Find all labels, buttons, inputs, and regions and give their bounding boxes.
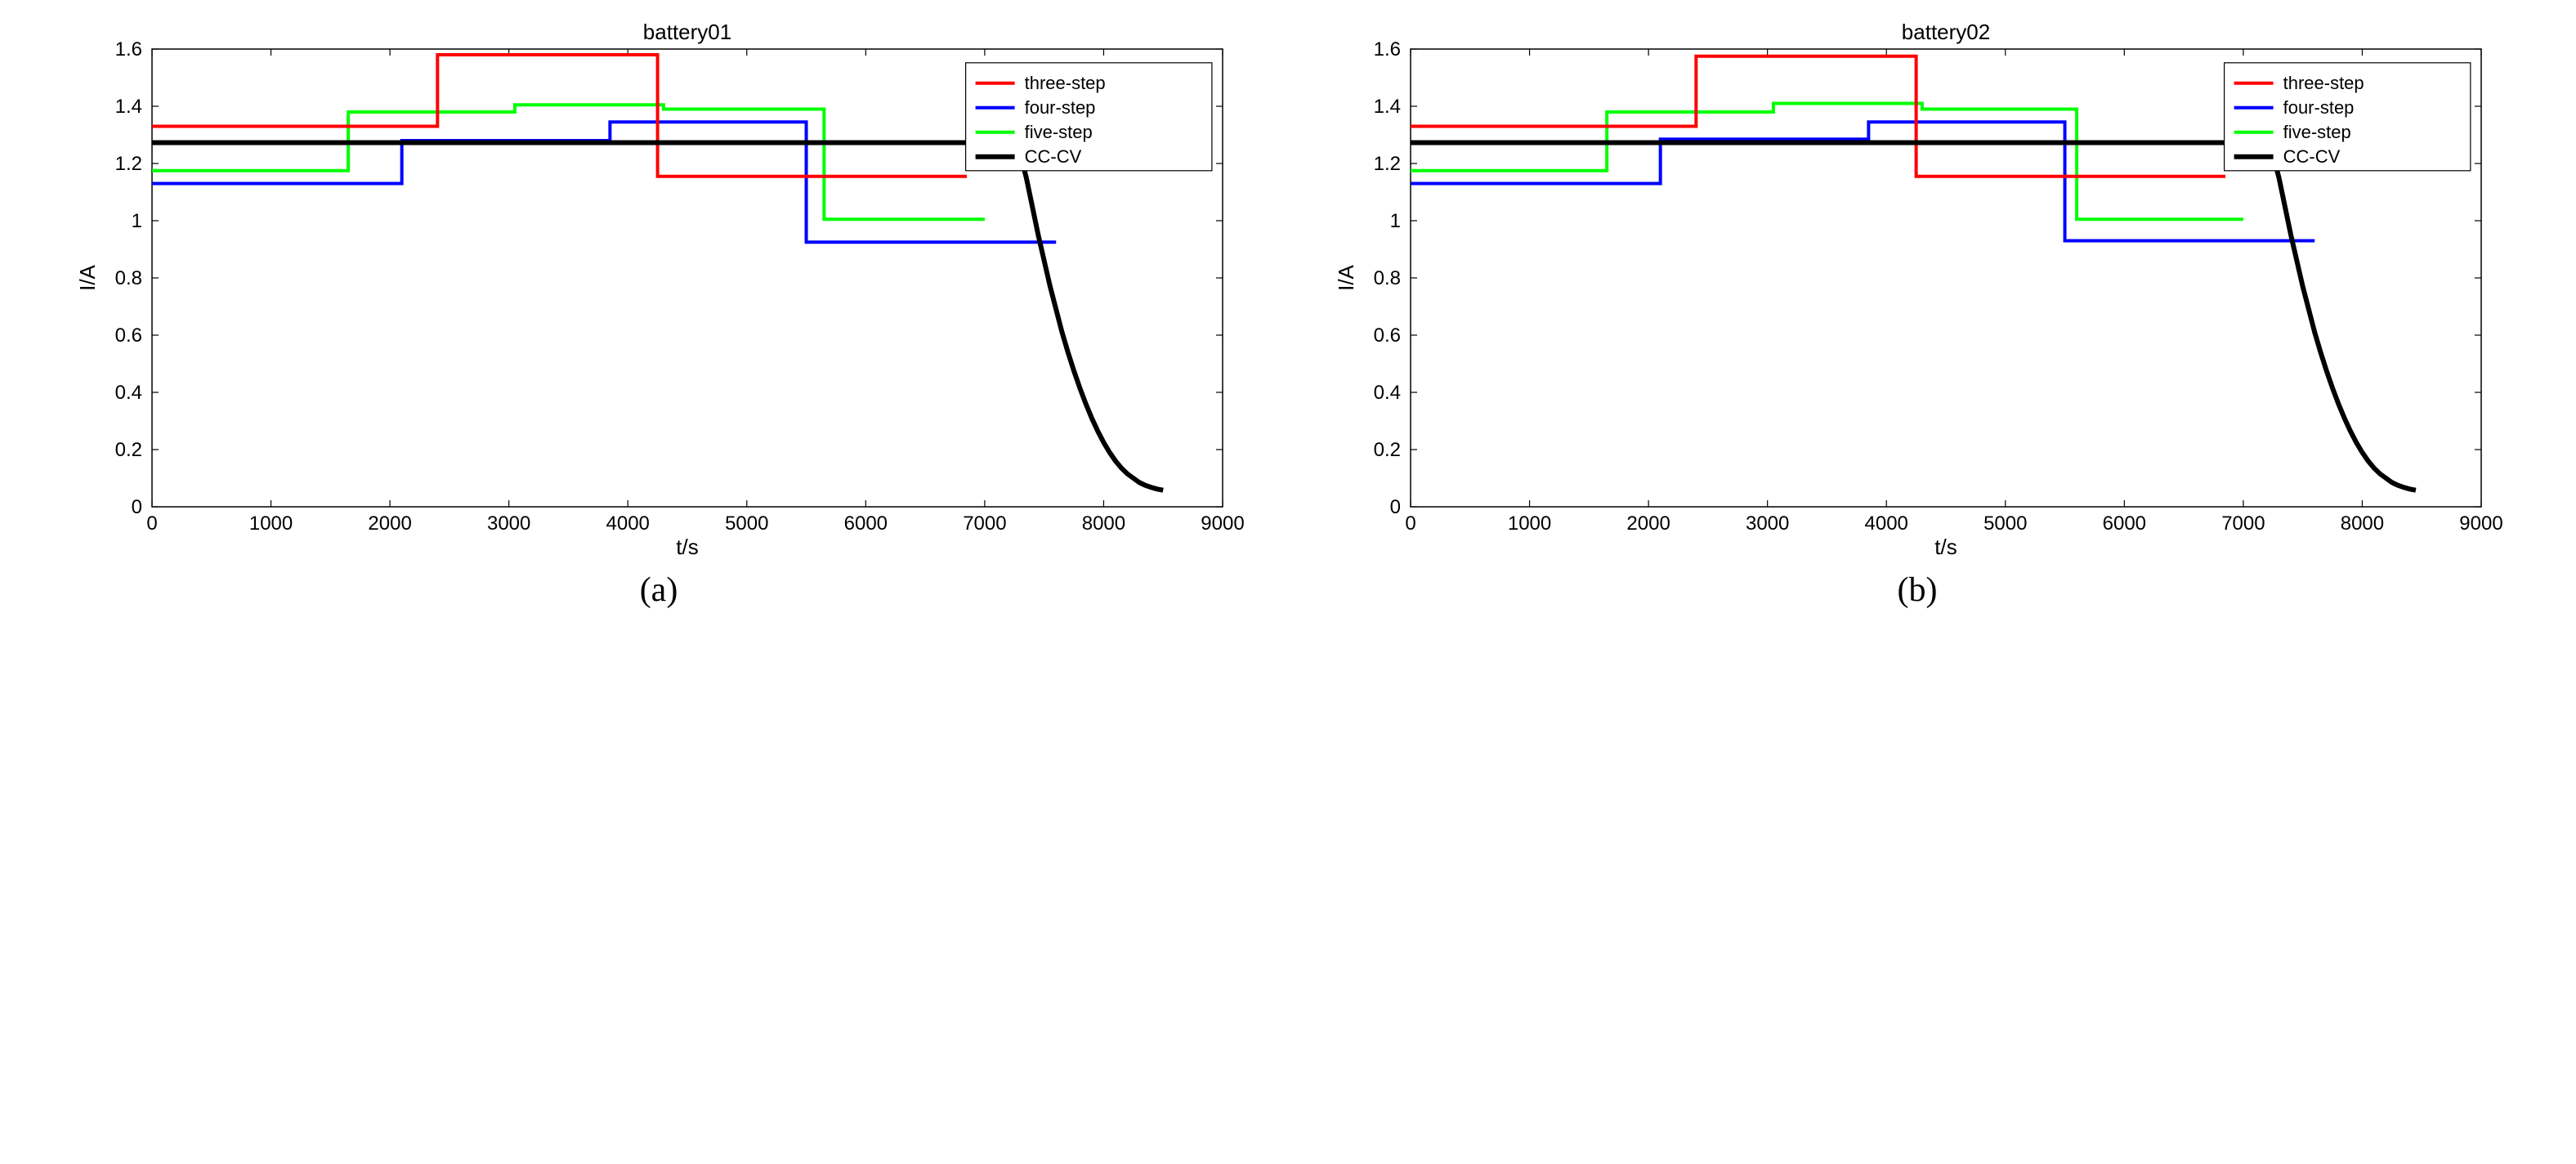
svg-text:1: 1 (1390, 210, 1401, 232)
svg-text:0.8: 0.8 (115, 267, 142, 289)
svg-text:2000: 2000 (368, 513, 411, 535)
svg-text:7000: 7000 (963, 513, 1006, 535)
svg-text:0.6: 0.6 (115, 325, 142, 347)
svg-text:2000: 2000 (1626, 513, 1670, 535)
svg-text:1.6: 1.6 (1374, 38, 1401, 60)
svg-text:four-step: four-step (1025, 97, 1096, 118)
svg-text:0.4: 0.4 (1374, 382, 1401, 404)
svg-text:3000: 3000 (487, 513, 530, 535)
svg-text:0.4: 0.4 (115, 382, 142, 404)
svg-text:1: 1 (132, 210, 142, 232)
svg-text:0.2: 0.2 (115, 439, 142, 461)
svg-text:CC-CV: CC-CV (1025, 146, 1082, 167)
svg-text:0.8: 0.8 (1374, 267, 1401, 289)
svg-text:1.4: 1.4 (1374, 96, 1401, 118)
svg-text:1.6: 1.6 (115, 38, 142, 60)
figure-row: 0 1000 2000 3000 4000 5000 6000 7000 8000 9000 0 0.… (16, 16, 2560, 610)
svg-text:8000: 8000 (2341, 513, 2384, 535)
chart-battery01: 0 1000 2000 3000 4000 5000 6000 7000 8000 9000 0 0.… (54, 16, 1263, 556)
svg-text:0: 0 (132, 496, 142, 518)
panel-a: 0 1000 2000 3000 4000 5000 6000 7000 8000 9000 0 0.… (54, 16, 1263, 610)
svg-text:4000: 4000 (606, 513, 650, 535)
svg-text:0.6: 0.6 (1374, 325, 1401, 347)
svg-text:battery02: battery02 (1902, 20, 1990, 44)
svg-text:6000: 6000 (844, 513, 888, 535)
svg-text:5000: 5000 (725, 513, 768, 535)
svg-text:0: 0 (1405, 513, 1415, 535)
svg-text:5000: 5000 (1983, 513, 2027, 535)
svg-text:8000: 8000 (1082, 513, 1125, 535)
svg-text:9000: 9000 (2459, 513, 2502, 535)
svg-text:battery01: battery01 (643, 20, 731, 44)
svg-text:three-step: three-step (1025, 73, 1106, 93)
subcaption-a: (a) (640, 571, 678, 610)
svg-text:t/s: t/s (676, 535, 698, 556)
svg-text:1.2: 1.2 (1374, 153, 1401, 175)
svg-text:4000: 4000 (1865, 513, 1908, 535)
svg-text:9000: 9000 (1201, 513, 1244, 535)
svg-text:7000: 7000 (2221, 513, 2265, 535)
svg-text:I/A: I/A (1334, 264, 1358, 290)
svg-text:1.2: 1.2 (115, 153, 142, 175)
svg-text:1000: 1000 (1508, 513, 1551, 535)
subcaption-b: (b) (1898, 571, 1938, 610)
svg-text:t/s: t/s (1934, 535, 1957, 556)
svg-text:I/A: I/A (75, 264, 100, 290)
svg-text:3000: 3000 (1746, 513, 1789, 535)
svg-text:four-step: four-step (2283, 97, 2355, 118)
chart-battery02: 0 1000 2000 3000 4000 5000 6000 7000 8000 9000 0 0.… (1313, 16, 2522, 556)
svg-text:0: 0 (146, 513, 157, 535)
svg-text:CC-CV: CC-CV (2283, 146, 2341, 167)
svg-text:five-step: five-step (1025, 122, 1093, 142)
svg-text:1.4: 1.4 (115, 96, 142, 118)
svg-text:five-step: five-step (2283, 122, 2351, 142)
svg-text:0.2: 0.2 (1374, 439, 1401, 461)
svg-text:0: 0 (1390, 496, 1401, 518)
svg-text:three-step: three-step (2283, 73, 2364, 93)
svg-text:6000: 6000 (2103, 513, 2146, 535)
svg-text:1000: 1000 (249, 513, 293, 535)
panel-b: 0 1000 2000 3000 4000 5000 6000 7000 8000 9000 0 0.… (1313, 16, 2522, 610)
